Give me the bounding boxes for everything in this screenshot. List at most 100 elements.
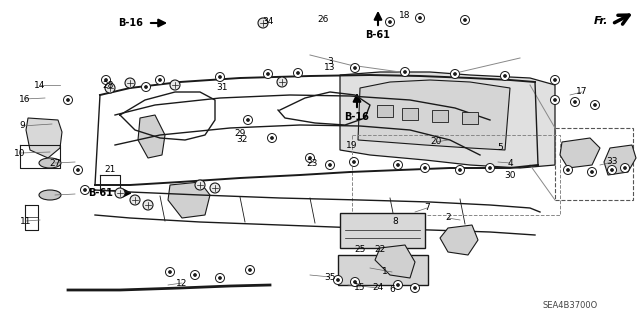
- Circle shape: [243, 115, 253, 124]
- Polygon shape: [440, 225, 478, 255]
- Bar: [402, 108, 418, 120]
- Circle shape: [218, 277, 221, 279]
- Circle shape: [216, 273, 225, 283]
- Text: 30: 30: [504, 170, 516, 180]
- Circle shape: [415, 13, 424, 23]
- Circle shape: [326, 160, 335, 169]
- Circle shape: [141, 83, 150, 92]
- Text: B-61: B-61: [365, 30, 390, 40]
- Circle shape: [294, 69, 303, 78]
- Circle shape: [351, 278, 360, 286]
- Circle shape: [266, 72, 269, 76]
- Circle shape: [401, 68, 410, 77]
- Polygon shape: [168, 182, 210, 218]
- Circle shape: [550, 76, 559, 85]
- Circle shape: [611, 168, 614, 172]
- Circle shape: [424, 167, 426, 169]
- Text: 5: 5: [497, 144, 503, 152]
- Circle shape: [593, 103, 596, 107]
- Text: 21: 21: [104, 166, 116, 174]
- FancyBboxPatch shape: [340, 213, 425, 248]
- Circle shape: [246, 265, 255, 275]
- Circle shape: [67, 99, 70, 101]
- Polygon shape: [560, 138, 600, 168]
- Circle shape: [349, 158, 358, 167]
- Text: 34: 34: [262, 18, 274, 26]
- Circle shape: [410, 284, 419, 293]
- Circle shape: [550, 95, 559, 105]
- Text: 12: 12: [176, 278, 188, 287]
- Circle shape: [488, 167, 492, 169]
- Circle shape: [504, 75, 506, 78]
- Bar: [377, 105, 393, 117]
- Circle shape: [588, 167, 596, 176]
- Circle shape: [554, 78, 557, 81]
- Circle shape: [353, 160, 355, 164]
- Text: 27: 27: [49, 159, 61, 167]
- Text: 19: 19: [346, 140, 358, 150]
- Circle shape: [271, 137, 273, 139]
- Circle shape: [403, 70, 406, 73]
- Polygon shape: [604, 145, 636, 175]
- Circle shape: [246, 118, 250, 122]
- Polygon shape: [375, 245, 415, 278]
- Text: B-61: B-61: [88, 188, 113, 198]
- Circle shape: [305, 153, 314, 162]
- Circle shape: [621, 164, 630, 173]
- Text: 18: 18: [399, 11, 411, 20]
- Circle shape: [397, 164, 399, 167]
- Circle shape: [168, 271, 172, 273]
- Circle shape: [454, 72, 456, 76]
- Circle shape: [573, 100, 577, 103]
- Text: 10: 10: [14, 149, 26, 158]
- Text: 24: 24: [372, 284, 383, 293]
- Text: 4: 4: [507, 159, 513, 167]
- Bar: [432, 110, 448, 122]
- Circle shape: [193, 273, 196, 277]
- Circle shape: [337, 278, 339, 281]
- Circle shape: [451, 70, 460, 78]
- Circle shape: [105, 83, 115, 93]
- Text: 3: 3: [327, 57, 333, 66]
- Circle shape: [591, 170, 593, 174]
- Circle shape: [394, 280, 403, 290]
- Circle shape: [104, 78, 108, 81]
- Ellipse shape: [39, 158, 61, 168]
- Circle shape: [394, 160, 403, 169]
- Text: 9: 9: [19, 122, 25, 130]
- Text: 29: 29: [234, 129, 246, 137]
- Circle shape: [591, 100, 600, 109]
- Circle shape: [328, 164, 332, 167]
- Text: 11: 11: [20, 217, 32, 226]
- Text: 26: 26: [317, 16, 329, 25]
- Text: B-16: B-16: [118, 18, 143, 28]
- Circle shape: [458, 168, 461, 172]
- Polygon shape: [26, 118, 62, 158]
- Circle shape: [191, 271, 200, 279]
- Text: 6: 6: [389, 286, 395, 294]
- Circle shape: [166, 268, 175, 277]
- Circle shape: [420, 164, 429, 173]
- Text: 17: 17: [576, 87, 588, 97]
- Text: B-16: B-16: [344, 112, 369, 122]
- Circle shape: [216, 72, 225, 81]
- Polygon shape: [138, 115, 165, 158]
- Circle shape: [115, 188, 125, 198]
- Circle shape: [145, 85, 147, 88]
- Text: 2: 2: [445, 213, 451, 222]
- Circle shape: [554, 99, 557, 101]
- Circle shape: [353, 66, 356, 70]
- Text: 13: 13: [324, 63, 336, 72]
- Bar: [555, 128, 633, 200]
- Circle shape: [385, 18, 394, 26]
- Text: 20: 20: [430, 137, 442, 146]
- Ellipse shape: [39, 190, 61, 200]
- Circle shape: [419, 17, 422, 19]
- Circle shape: [461, 16, 470, 25]
- FancyBboxPatch shape: [338, 255, 428, 285]
- Text: 16: 16: [19, 94, 31, 103]
- Circle shape: [456, 166, 465, 174]
- Circle shape: [623, 167, 627, 169]
- Text: 32: 32: [236, 136, 248, 145]
- Circle shape: [351, 63, 360, 72]
